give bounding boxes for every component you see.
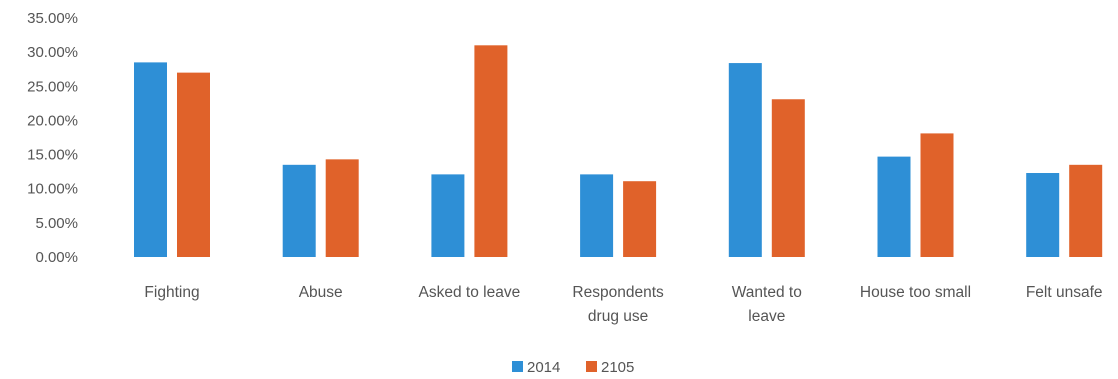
- y-tick-label: 30.00%: [27, 44, 78, 61]
- legend-label-2014: 2014: [527, 359, 560, 376]
- x-category-label-line: Fighting: [144, 284, 199, 301]
- legend: 2014 2105: [512, 359, 634, 376]
- x-category-label-line: drug use: [588, 308, 648, 325]
- legend-swatch-2014: [512, 361, 523, 372]
- bar-2014-0: [134, 62, 167, 258]
- x-category-label: House too small: [860, 284, 971, 301]
- x-category-label: Asked to leave: [419, 284, 521, 301]
- x-category-label-line: Wanted to: [732, 284, 802, 301]
- x-axis: Fighting Abuse Asked to leave Respondents dr…: [144, 284, 1102, 325]
- bar-2014-4: [728, 63, 762, 257]
- x-category-label-line: Respondents: [572, 284, 664, 301]
- bar-2105-4: [771, 99, 805, 257]
- bar-2105-5: [920, 133, 954, 257]
- x-category-label-line: House too small: [860, 284, 971, 301]
- x-category-label-line: Asked to leave: [419, 284, 521, 301]
- bar-2105-0: [177, 72, 210, 257]
- x-category-label: Abuse: [299, 284, 343, 301]
- bar-2105-2: [474, 45, 508, 257]
- legend-swatch-2105: [586, 361, 597, 372]
- bar-2014-5: [877, 156, 911, 257]
- x-category-label: Fighting: [144, 284, 199, 301]
- y-axis: 35.00% 30.00% 25.00% 20.00% 15.00% 10.00% 5.00…: [27, 10, 78, 266]
- bars: [134, 45, 1103, 258]
- y-tick-label: 10.00%: [27, 181, 78, 198]
- x-category-label: Respondents drug use: [572, 284, 664, 325]
- y-tick-label: 35.00%: [27, 10, 78, 27]
- y-tick-label: 15.00%: [27, 147, 78, 164]
- bar-2014-1: [282, 164, 316, 257]
- y-tick-label: 20.00%: [27, 112, 78, 129]
- bar-2105-3: [623, 181, 657, 257]
- bar-2014-2: [431, 174, 465, 257]
- x-category-label-line: leave: [748, 308, 785, 325]
- bar-2105-1: [325, 159, 359, 257]
- x-category-label-line: Felt unsafe: [1026, 284, 1103, 301]
- y-tick-label: 0.00%: [35, 249, 78, 266]
- y-tick-label: 25.00%: [27, 78, 78, 95]
- bar-2105-6: [1069, 164, 1103, 257]
- legend-label-2105: 2105: [601, 359, 634, 376]
- bar-2014-6: [1026, 173, 1060, 257]
- x-category-label: Felt unsafe: [1026, 284, 1103, 301]
- y-tick-label: 5.00%: [35, 215, 78, 232]
- x-category-label-line: Abuse: [299, 284, 343, 301]
- bar-2014-3: [580, 174, 614, 257]
- x-category-label: Wanted to leave: [732, 284, 802, 325]
